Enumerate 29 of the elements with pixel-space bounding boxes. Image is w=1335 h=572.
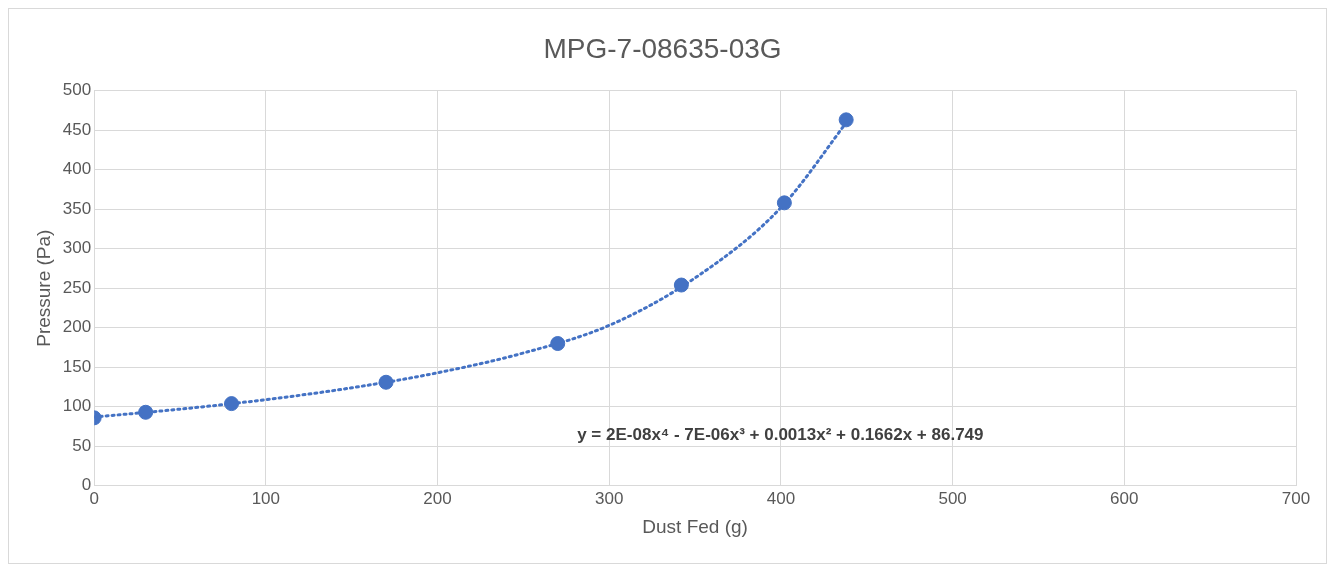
y-tick-label: 450 (62, 119, 92, 139)
annotation: y = 2E-08x⁴ - 7E-06x³ + 0.0013x² + 0.1662x + 86.749 (577, 425, 984, 445)
y-tick-label: 500 (62, 80, 92, 100)
x-tick-label: 500 (938, 488, 967, 508)
y-tick-label: 100 (62, 396, 92, 416)
x-tick-label: 400 (766, 488, 796, 508)
point (838, 112, 854, 128)
y-tick-label: 400 (62, 159, 92, 179)
point (138, 404, 154, 420)
point (776, 195, 792, 211)
x-tick-label: 700 (1281, 488, 1311, 508)
y-tick-label: 150 (62, 356, 92, 376)
x-tick-label: 600 (1110, 488, 1139, 508)
y-axis-title: Pressure (Pa) (32, 229, 54, 347)
x-tick-label: 200 (423, 488, 452, 508)
point (378, 374, 394, 390)
point (673, 277, 689, 293)
x-tick-label: 100 (251, 488, 281, 508)
y-tick-label: 350 (62, 198, 92, 218)
x-axis-title: Dust Fed (g) (642, 515, 748, 537)
x-tick-label: 300 (595, 488, 624, 508)
point (224, 396, 240, 412)
y-tick-label: 200 (62, 317, 92, 337)
y-tick-label: 0 (81, 475, 92, 495)
y-tick-label: 250 (62, 277, 92, 297)
chart-title: MPG-7-08635-03G (543, 32, 782, 64)
y-tick-label: 300 (62, 238, 92, 258)
point (550, 336, 566, 352)
y-tick-label: 50 (72, 435, 92, 455)
